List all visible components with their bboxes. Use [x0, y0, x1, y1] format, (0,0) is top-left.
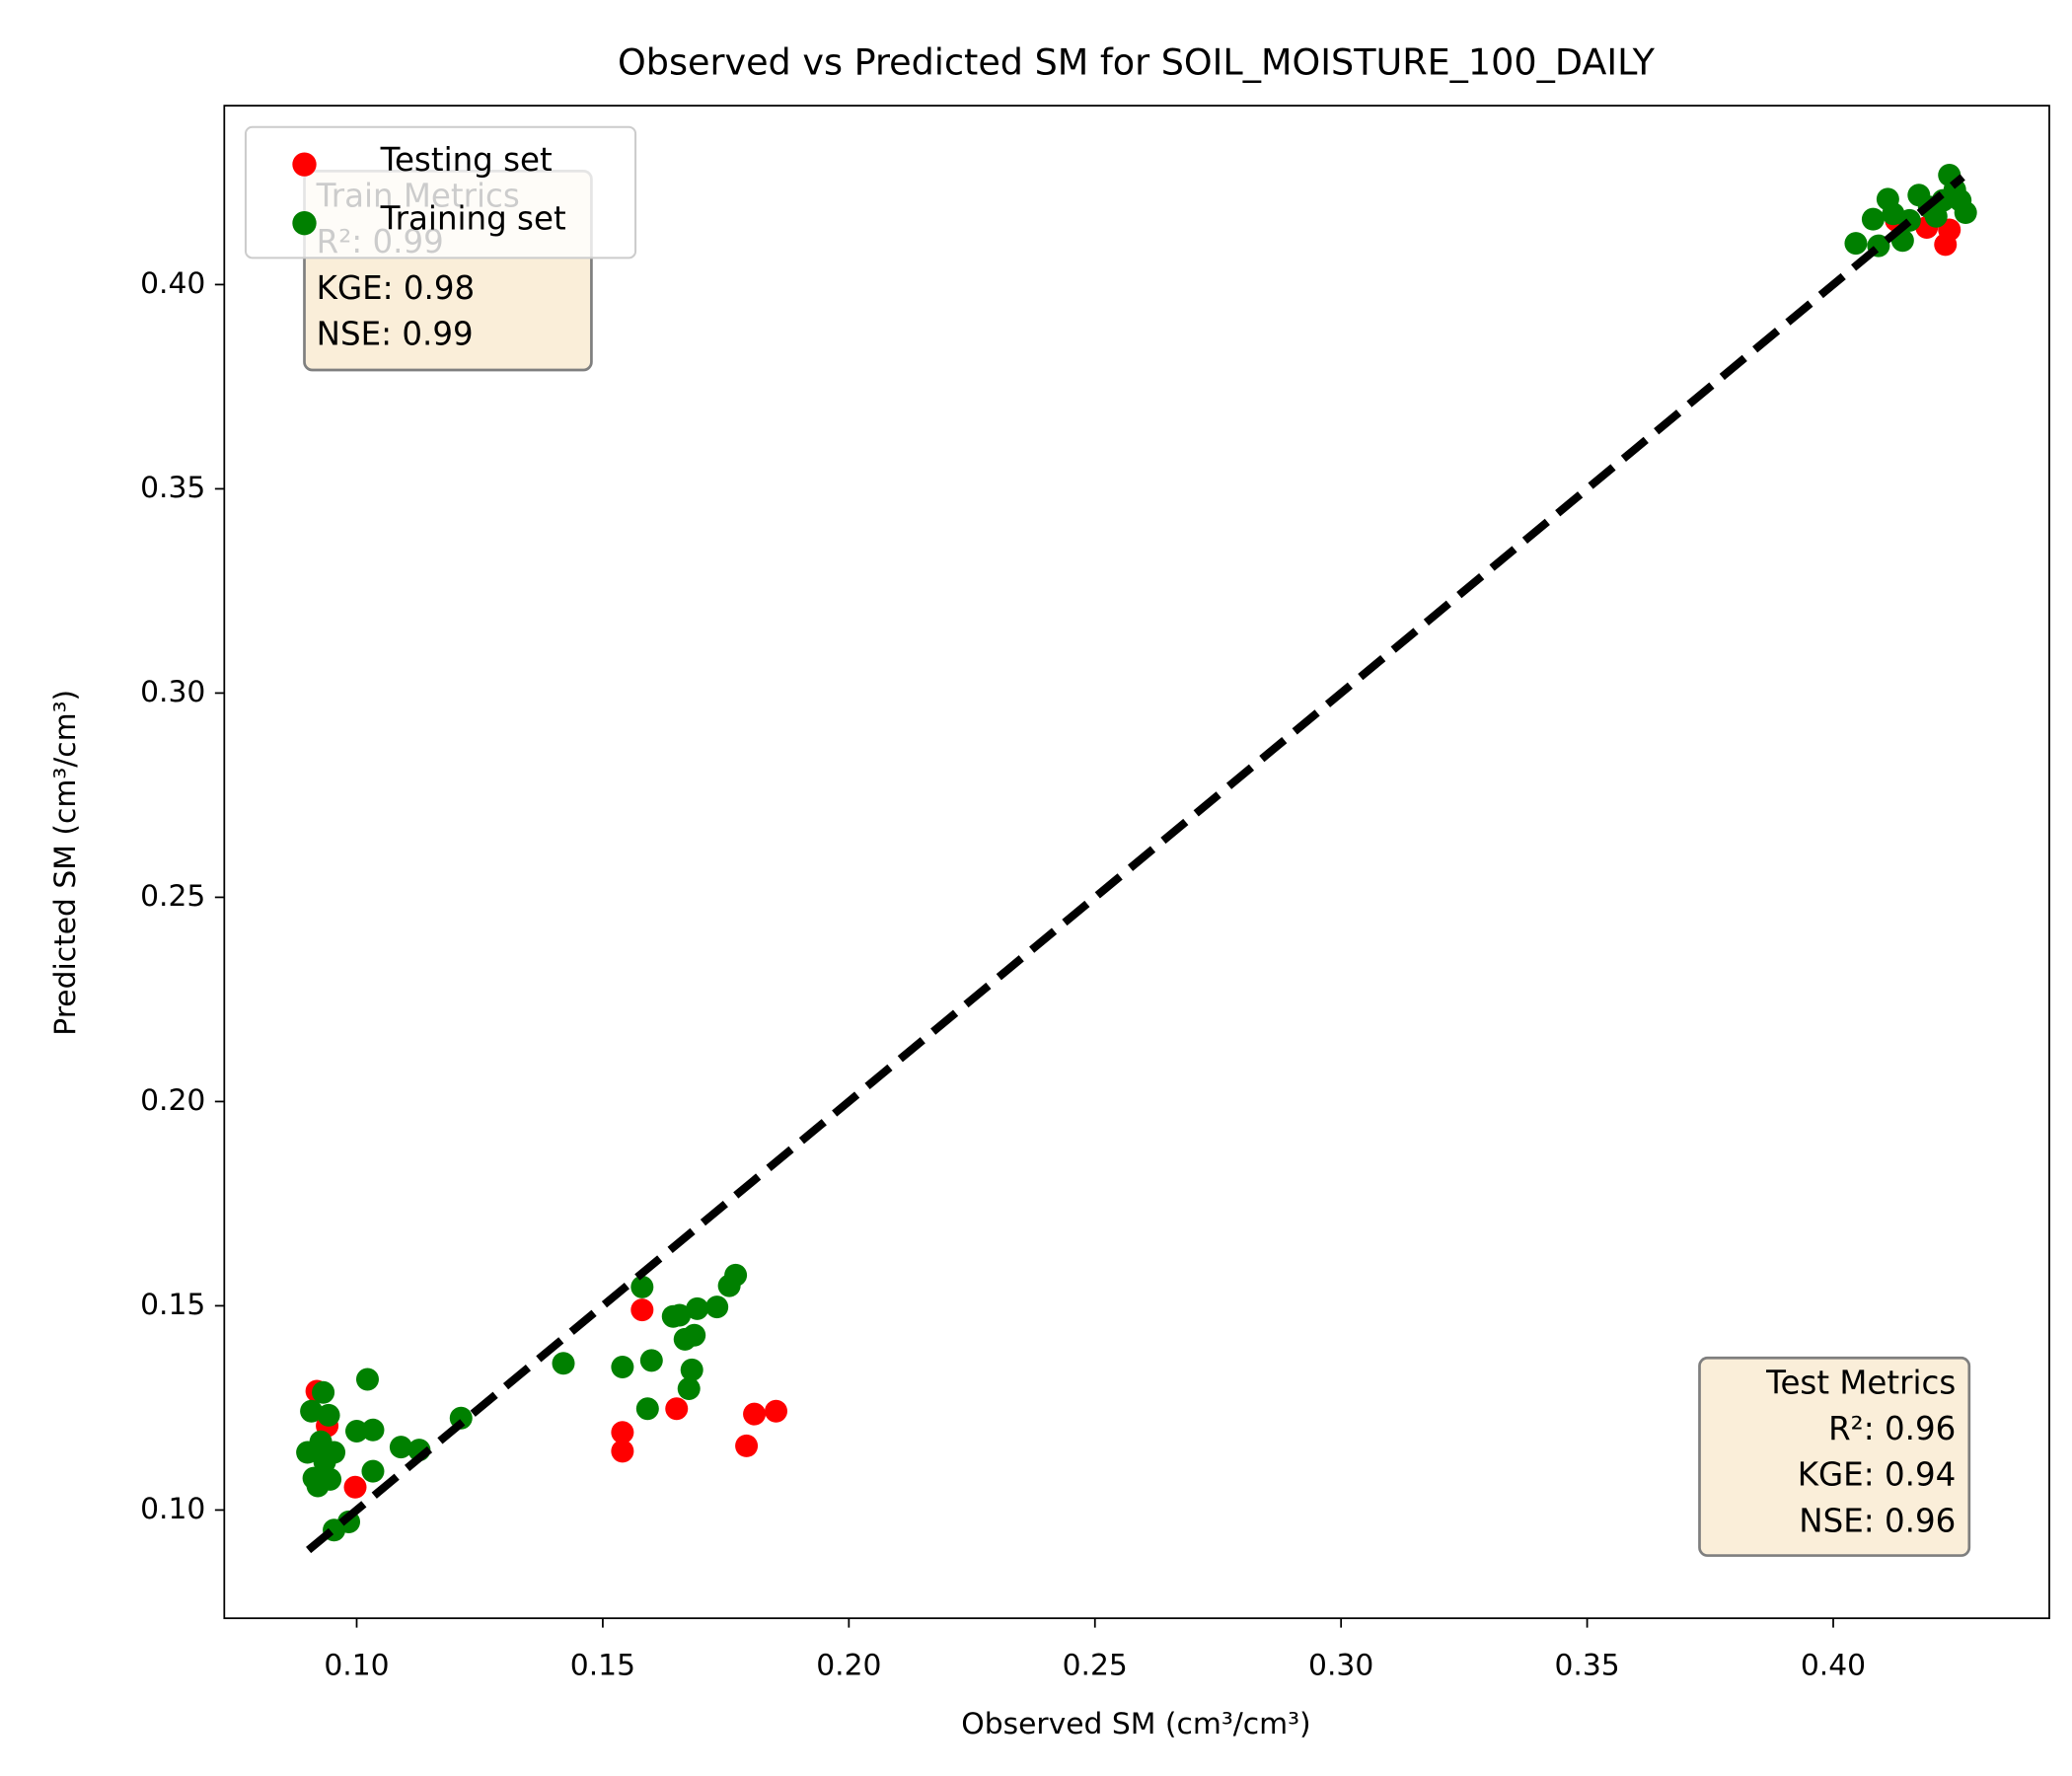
point — [343, 1475, 367, 1499]
point — [319, 1467, 342, 1491]
x-tick-label: 0.10 — [324, 1648, 389, 1682]
point — [312, 1380, 335, 1404]
y-tick-label: 0.15 — [140, 1288, 205, 1322]
point — [705, 1295, 729, 1319]
y-axis-label: Predicted SM (cm³/cm³) — [48, 690, 83, 1036]
x-axis-label: Observed SM (cm³/cm³) — [961, 1707, 1310, 1741]
point — [683, 1323, 706, 1347]
point — [680, 1358, 703, 1381]
point — [630, 1275, 654, 1298]
point — [635, 1397, 659, 1421]
metrics-text: NSE: 0.96 — [1799, 1502, 1956, 1539]
point — [765, 1399, 788, 1423]
metrics-text: Test Metrics — [1765, 1364, 1956, 1401]
x-tick-label: 0.25 — [1063, 1648, 1128, 1682]
point — [345, 1420, 369, 1443]
point — [630, 1298, 654, 1322]
x-tick-label: 0.35 — [1554, 1648, 1619, 1682]
reference-line — [306, 174, 1965, 1554]
y-tick-label: 0.25 — [140, 879, 205, 914]
point — [1861, 207, 1885, 231]
chart-title: Observed vs Predicted SM for SOIL_MOISTU… — [618, 41, 1656, 84]
legend-marker — [292, 210, 317, 236]
point — [552, 1352, 575, 1375]
x-tick-label: 0.15 — [570, 1648, 635, 1682]
point — [611, 1356, 634, 1379]
point — [686, 1296, 709, 1320]
y-tick-label: 0.35 — [140, 471, 205, 505]
point — [1954, 201, 1977, 225]
metrics-box — [1698, 1356, 1971, 1557]
y-tick-label: 0.10 — [140, 1492, 205, 1526]
metrics-text: R²: 0.96 — [1828, 1410, 1956, 1447]
point — [300, 1399, 324, 1423]
legend-label: Testing set — [380, 141, 553, 179]
point — [735, 1434, 759, 1457]
legend-label: Training set — [380, 199, 566, 237]
point — [668, 1303, 692, 1327]
point — [611, 1440, 634, 1463]
legend-box — [244, 125, 637, 259]
point — [1844, 232, 1868, 256]
point — [724, 1263, 748, 1287]
point — [743, 1402, 767, 1426]
y-tick-label: 0.20 — [140, 1083, 205, 1118]
point — [389, 1436, 412, 1459]
x-tick-label: 0.30 — [1308, 1648, 1373, 1682]
point — [639, 1349, 663, 1372]
x-tick-label: 0.20 — [816, 1648, 881, 1682]
point — [355, 1368, 379, 1391]
point — [611, 1421, 634, 1444]
metrics-text: NSE: 0.99 — [317, 315, 474, 352]
legend-marker — [292, 152, 317, 177]
y-tick-label: 0.30 — [140, 675, 205, 709]
point — [361, 1418, 385, 1442]
metrics-text: KGE: 0.94 — [1798, 1456, 1957, 1494]
plot-frame — [223, 105, 2050, 1620]
point — [677, 1376, 701, 1400]
point — [323, 1441, 346, 1464]
x-tick-label: 0.40 — [1801, 1648, 1866, 1682]
point — [665, 1397, 689, 1421]
point — [361, 1459, 385, 1483]
point — [317, 1403, 340, 1427]
y-tick-label: 0.40 — [140, 266, 205, 301]
metrics-text: KGE: 0.98 — [317, 269, 476, 307]
